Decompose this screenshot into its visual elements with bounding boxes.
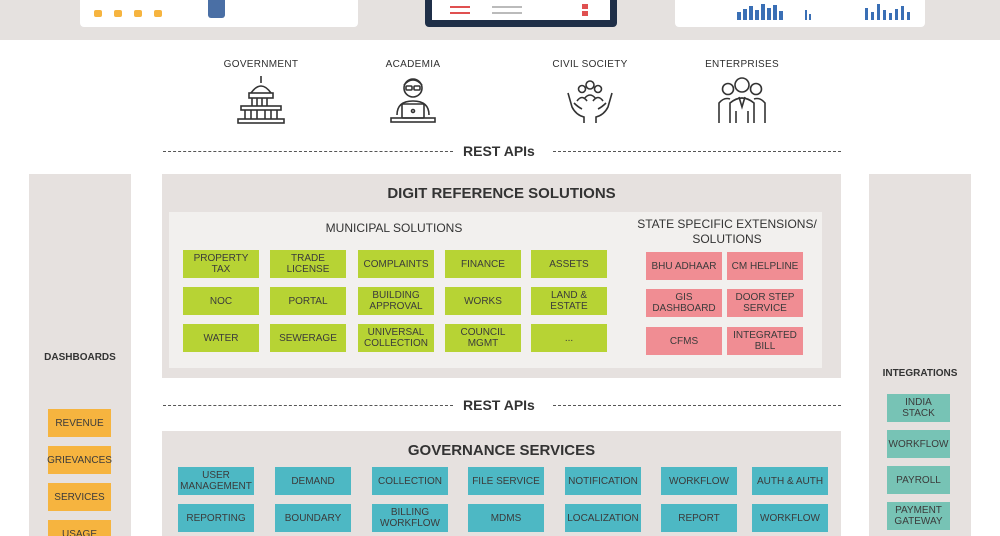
- integration-item-workflow: WORKFLOW: [887, 430, 950, 458]
- governance-tile-mdms: MDMS: [468, 504, 544, 532]
- dashboard-item-usage: USAGE: [48, 520, 111, 536]
- dashboards-title: DASHBOARDS: [44, 352, 116, 363]
- state-tile-gis-dashboard: GIS DASHBOARD: [646, 289, 722, 317]
- municipal-tile-noc: NOC: [183, 287, 259, 315]
- municipal-tile-land-estate: LAND & ESTATE: [531, 287, 607, 315]
- rest-api-divider-left: [163, 151, 453, 152]
- governance-tile-reporting: REPORTING: [178, 504, 254, 532]
- municipal-tile-trade-license: TRADE LICENSE: [270, 250, 346, 278]
- mobile-app-thumbnail: [80, 0, 358, 27]
- rest-api-divider-right-2: [553, 405, 841, 406]
- municipal-tile-water: WATER: [183, 324, 259, 352]
- bar-chart-icon: [737, 4, 910, 20]
- municipal-tile-sewerage: SEWERAGE: [270, 324, 346, 352]
- integrations-title: INTEGRATIONS: [882, 368, 958, 379]
- hands-people-icon: [564, 73, 616, 125]
- business-people-icon: [716, 73, 768, 125]
- integration-item-payroll: PAYROLL: [887, 466, 950, 494]
- state-tile-cm-helpline: CM HELPLINE: [727, 252, 803, 280]
- persona-label-civil-society: CIVIL SOCIETY: [552, 59, 628, 70]
- integrations-panel: INTEGRATIONS INDIA STACK WORKFLOW PAYROLL P…: [869, 174, 971, 536]
- student-laptop-icon: [387, 73, 439, 125]
- state-extensions-panel: STATE SPECIFIC EXTENSIONS/ SOLUTIONS BHU…: [632, 212, 822, 368]
- top-screenshot-strip: [0, 0, 1000, 40]
- governance-tile-notification: NOTIFICATION: [565, 467, 641, 495]
- governance-services-panel: GOVERNANCE SERVICES USER MANAGEMENT DEMAN…: [162, 431, 841, 536]
- integration-item-india-stack: INDIA STACK: [887, 394, 950, 422]
- tablet-app-thumbnail: [425, 0, 617, 27]
- governance-tile-boundary: BOUNDARY: [275, 504, 351, 532]
- persona-label-enterprises: ENTERPRISES: [705, 59, 779, 70]
- integration-item-payment-gateway: PAYMENT GATEWAY: [887, 502, 950, 530]
- state-tile-door-step-service: DOOR STEP SERVICE: [727, 289, 803, 317]
- governance-tile-report: REPORT: [661, 504, 737, 532]
- dashboard-chart-thumbnail: [675, 0, 925, 27]
- dashboard-item-revenue: REVENUE: [48, 409, 111, 437]
- governance-tile-file-service: FILE SERVICE: [468, 467, 544, 495]
- municipal-tile-more: ...: [531, 324, 607, 352]
- municipal-tile-property-tax: PROPERTY TAX: [183, 250, 259, 278]
- dashboard-item-grievances: GRIEVANCES: [47, 446, 112, 474]
- governance-tile-collection: COLLECTION: [372, 467, 448, 495]
- governance-services-title: GOVERNANCE SERVICES: [407, 441, 596, 459]
- municipal-tile-building-approval: BUILDING APPROVAL: [358, 287, 434, 315]
- dashboard-item-services: SERVICES: [48, 483, 111, 511]
- governance-tile-demand: DEMAND: [275, 467, 351, 495]
- state-extensions-title: STATE SPECIFIC EXTENSIONS/ SOLUTIONS: [637, 217, 817, 246]
- dashboards-panel: DASHBOARDS REVENUE GRIEVANCES SERVICES USAG…: [29, 174, 131, 536]
- reference-solutions-panel: DIGIT REFERENCE SOLUTIONS MUNICIPAL SOLU…: [162, 174, 841, 378]
- municipal-tile-complaints: COMPLAINTS: [358, 250, 434, 278]
- persona-label-government: GOVERNMENT: [223, 59, 299, 70]
- reference-solutions-title: DIGIT REFERENCE SOLUTIONS: [387, 184, 616, 202]
- rest-api-divider-right: [553, 151, 841, 152]
- municipal-tile-portal: PORTAL: [270, 287, 346, 315]
- state-tile-cfms: CFMS: [646, 327, 722, 355]
- capitol-building-icon: [235, 73, 287, 125]
- governance-tile-billing-workflow: BILLING WORKFLOW: [372, 504, 448, 532]
- rest-apis-label-2: REST APIs: [455, 397, 543, 413]
- municipal-tile-assets: ASSETS: [531, 250, 607, 278]
- municipal-tile-finance: FINANCE: [445, 250, 521, 278]
- municipal-solutions-title: MUNICIPAL SOLUTIONS: [325, 221, 463, 235]
- governance-tile-auth-auth: AUTH & AUTH: [752, 467, 828, 495]
- municipal-tile-council-mgmt: COUNCIL MGMT: [445, 324, 521, 352]
- municipal-tile-universal-collection: UNIVERSAL COLLECTION: [358, 324, 434, 352]
- rest-api-divider-left-2: [163, 405, 453, 406]
- governance-tile-user-management: USER MANAGEMENT: [178, 467, 254, 495]
- governance-tile-localization: LOCALIZATION: [565, 504, 641, 532]
- state-tile-bhu-adhaar: BHU ADHAAR: [646, 252, 722, 280]
- governance-tile-workflow-2: WORKFLOW: [752, 504, 828, 532]
- rest-apis-label: REST APIs: [455, 143, 543, 159]
- state-tile-integrated-bill: INTEGRATED BILL: [727, 327, 803, 355]
- governance-tile-workflow: WORKFLOW: [661, 467, 737, 495]
- municipal-tile-works: WORKS: [445, 287, 521, 315]
- persona-label-academia: ACADEMIA: [385, 59, 441, 70]
